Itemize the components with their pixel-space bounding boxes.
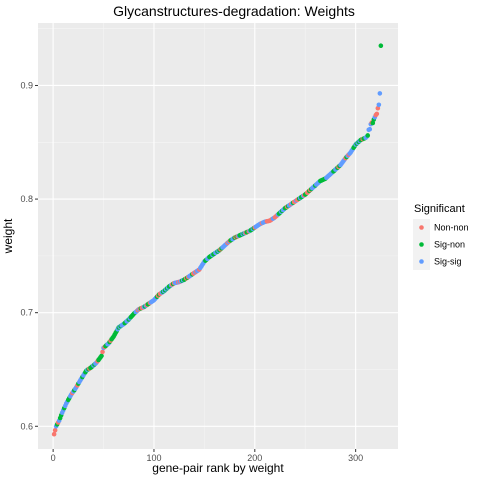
x-tick-label: 100	[146, 453, 161, 463]
data-point	[374, 111, 380, 117]
legend: Significant Non-non Sig-non Sig-sig	[413, 203, 469, 270]
data-point	[100, 349, 105, 355]
minor-gridlines	[38, 23, 398, 449]
data-point	[366, 127, 372, 133]
data-point	[51, 431, 57, 437]
x-tick-label: 300	[348, 453, 363, 463]
legend-title: Significant	[414, 203, 465, 215]
legend-label: Non-non	[434, 223, 469, 233]
data-point	[365, 133, 371, 138]
chart-title: Glycanstructures-degradation: Weights	[113, 3, 355, 19]
data-point	[52, 427, 58, 433]
data-point	[378, 43, 384, 49]
data-points	[51, 43, 384, 437]
y-axis-title: weight	[1, 218, 15, 254]
y-tick-label: 0.7	[20, 308, 33, 318]
x-tick-label: 200	[247, 453, 262, 463]
y-tick-label: 0.9	[20, 80, 33, 90]
legend-marker	[419, 242, 424, 247]
y-tick-label: 0.8	[20, 194, 33, 204]
plot-panel	[38, 23, 398, 449]
legend-label: Sig-non	[434, 240, 465, 250]
legend-marker	[419, 225, 424, 230]
y-axis-ticks: 0.6 0.7 0.8 0.9	[20, 80, 38, 431]
data-point	[370, 120, 376, 126]
legend-label: Sig-sig	[434, 257, 462, 267]
x-axis-title: gene-pair rank by weight	[152, 461, 284, 475]
y-tick-label: 0.6	[20, 421, 33, 431]
x-axis-ticks: 0 100 200 300	[51, 449, 363, 463]
x-tick-label: 0	[51, 453, 56, 463]
data-point	[376, 102, 382, 108]
major-gridlines	[38, 23, 398, 449]
legend-marker	[419, 259, 424, 264]
data-point	[377, 91, 383, 96]
data-point	[99, 353, 104, 359]
